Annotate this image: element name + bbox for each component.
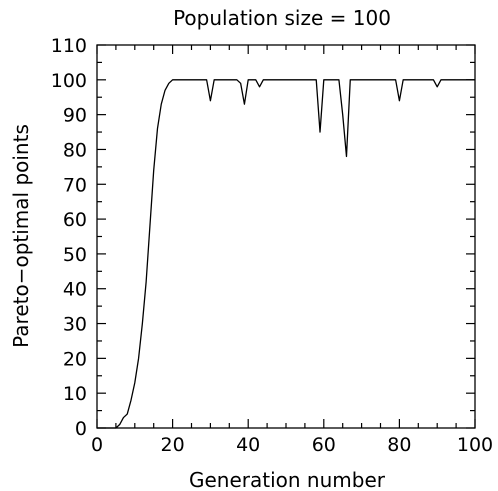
y-tick-label: 100	[51, 70, 87, 92]
plot-frame	[96, 44, 476, 429]
y-tick-label: 10	[63, 383, 87, 405]
y-tick-label: 40	[63, 279, 87, 301]
y-tick-label: 30	[63, 314, 87, 336]
x-tick-label: 100	[457, 434, 493, 456]
y-tick-label: 90	[63, 105, 87, 127]
tick-labels: 0 20 40 60 80 100 0 10 20 30 40 50 60 70 80 90 100 110	[51, 35, 493, 456]
y-axis-label: Pareto−optimal points	[9, 124, 33, 348]
y-tick-label: 20	[63, 348, 87, 370]
y-tick-label: 80	[63, 139, 87, 161]
series-line	[97, 79, 475, 429]
x-axis-label: Generation number	[189, 468, 386, 491]
x-tick-label: 60	[312, 434, 336, 456]
axis-ticks	[96, 44, 476, 429]
y-tick-label: 110	[51, 35, 87, 57]
chart-title: Population size = 100	[173, 6, 391, 30]
y-tick-label: 60	[63, 209, 87, 231]
x-tick-label: 20	[161, 434, 185, 456]
x-tick-label: 40	[236, 434, 260, 456]
y-tick-label: 70	[63, 174, 87, 196]
y-tick-label: 50	[63, 244, 87, 266]
x-tick-label: 80	[387, 434, 411, 456]
y-tick-label: 0	[75, 418, 87, 440]
x-tick-label: 0	[91, 434, 103, 456]
